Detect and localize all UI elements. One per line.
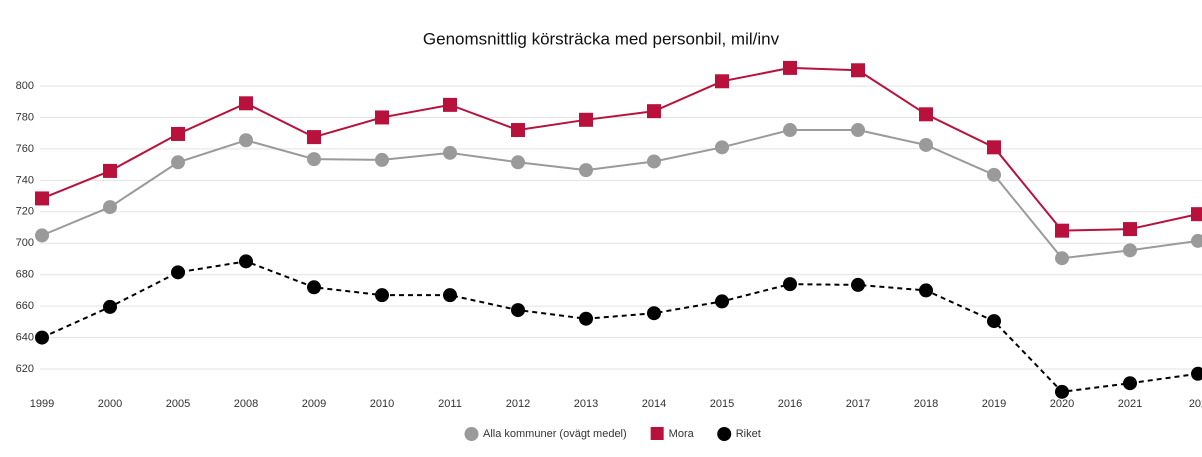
x-tick-label: 2019 — [982, 398, 1006, 410]
data-point — [375, 110, 389, 125]
data-point — [783, 60, 797, 75]
data-point — [103, 299, 117, 314]
data-point — [103, 200, 117, 215]
x-tick-label: 2021 — [1118, 398, 1142, 410]
x-tick-label: 2017 — [846, 398, 870, 410]
x-tick-label: 2010 — [370, 398, 394, 410]
data-point — [987, 314, 1001, 329]
data-point — [511, 123, 525, 138]
data-point — [1123, 376, 1137, 391]
data-point — [307, 280, 321, 295]
data-point — [647, 154, 661, 169]
x-tick-label: 2011 — [438, 398, 462, 410]
x-tick-label: 2012 — [506, 398, 530, 410]
data-point — [647, 306, 661, 321]
data-point — [35, 191, 49, 206]
series-line — [41, 260, 1199, 393]
x-tick-label: 2013 — [574, 398, 598, 410]
data-point — [1123, 222, 1137, 237]
data-point — [987, 167, 1001, 182]
x-tick-label: 1999 — [30, 398, 54, 410]
data-point — [919, 107, 933, 122]
y-tick-label: 620 — [16, 363, 34, 375]
data-point — [171, 265, 185, 280]
series-line — [41, 66, 1199, 232]
data-point — [783, 123, 797, 138]
data-point — [579, 311, 593, 326]
x-tick-label: 2014 — [642, 398, 666, 410]
data-point — [375, 152, 389, 167]
y-tick-label: 680 — [16, 269, 34, 281]
legend-marker — [650, 427, 664, 440]
data-point — [171, 126, 185, 141]
data-point — [511, 155, 525, 170]
data-point — [987, 140, 1001, 155]
series-line — [41, 129, 1199, 260]
x-tick-label: 2015 — [710, 398, 734, 410]
data-point — [1191, 207, 1202, 222]
y-tick-label: 780 — [16, 111, 34, 123]
data-point — [647, 104, 661, 119]
y-tick-label: 700 — [16, 237, 34, 249]
data-point — [443, 288, 457, 303]
x-tick-label: 202 — [1189, 398, 1202, 410]
data-point — [103, 163, 117, 178]
data-point — [851, 123, 865, 138]
data-point — [919, 137, 933, 152]
y-tick-label: 760 — [16, 143, 34, 155]
data-point — [239, 133, 253, 148]
y-tick-label: 720 — [16, 206, 34, 218]
data-point — [307, 130, 321, 145]
x-tick-label: 2018 — [914, 398, 938, 410]
data-point — [239, 96, 253, 111]
data-point — [919, 283, 933, 298]
legend-label: Alla kommuner (ovägt medel) — [483, 428, 627, 440]
data-point — [239, 254, 253, 269]
x-tick-label: 2020 — [1050, 398, 1074, 410]
data-point — [783, 277, 797, 292]
data-point — [35, 228, 49, 243]
data-point — [851, 63, 865, 78]
data-point — [1055, 384, 1069, 399]
data-point — [511, 303, 525, 318]
data-point — [579, 112, 593, 127]
y-tick-label: 660 — [16, 300, 34, 312]
x-tick-label: 2008 — [234, 398, 258, 410]
legend-label: Mora — [669, 428, 695, 440]
x-tick-label: 2009 — [302, 398, 326, 410]
data-point — [443, 145, 457, 160]
legend-marker — [717, 427, 732, 441]
x-tick-label: 2016 — [778, 398, 802, 410]
data-point — [1191, 366, 1202, 381]
data-point — [443, 97, 457, 112]
data-point — [1055, 223, 1069, 238]
legend-marker — [464, 427, 479, 441]
data-point — [1055, 251, 1069, 266]
data-point — [307, 152, 321, 167]
data-point — [715, 294, 729, 309]
y-tick-label: 640 — [16, 332, 34, 344]
chart-title: Genomsnittlig körsträcka med personbil, … — [423, 29, 780, 48]
x-tick-label: 2000 — [98, 398, 122, 410]
data-point — [715, 74, 729, 89]
y-tick-label: 740 — [16, 174, 34, 186]
data-point — [35, 330, 49, 345]
data-point — [1191, 233, 1202, 248]
data-point — [375, 288, 389, 303]
data-point — [715, 140, 729, 155]
x-tick-label: 2005 — [166, 398, 190, 410]
y-tick-label: 800 — [16, 80, 34, 92]
data-point — [579, 163, 593, 178]
data-point — [1123, 243, 1137, 258]
data-point — [851, 277, 865, 292]
data-point — [171, 155, 185, 170]
legend-label: Riket — [736, 428, 761, 440]
